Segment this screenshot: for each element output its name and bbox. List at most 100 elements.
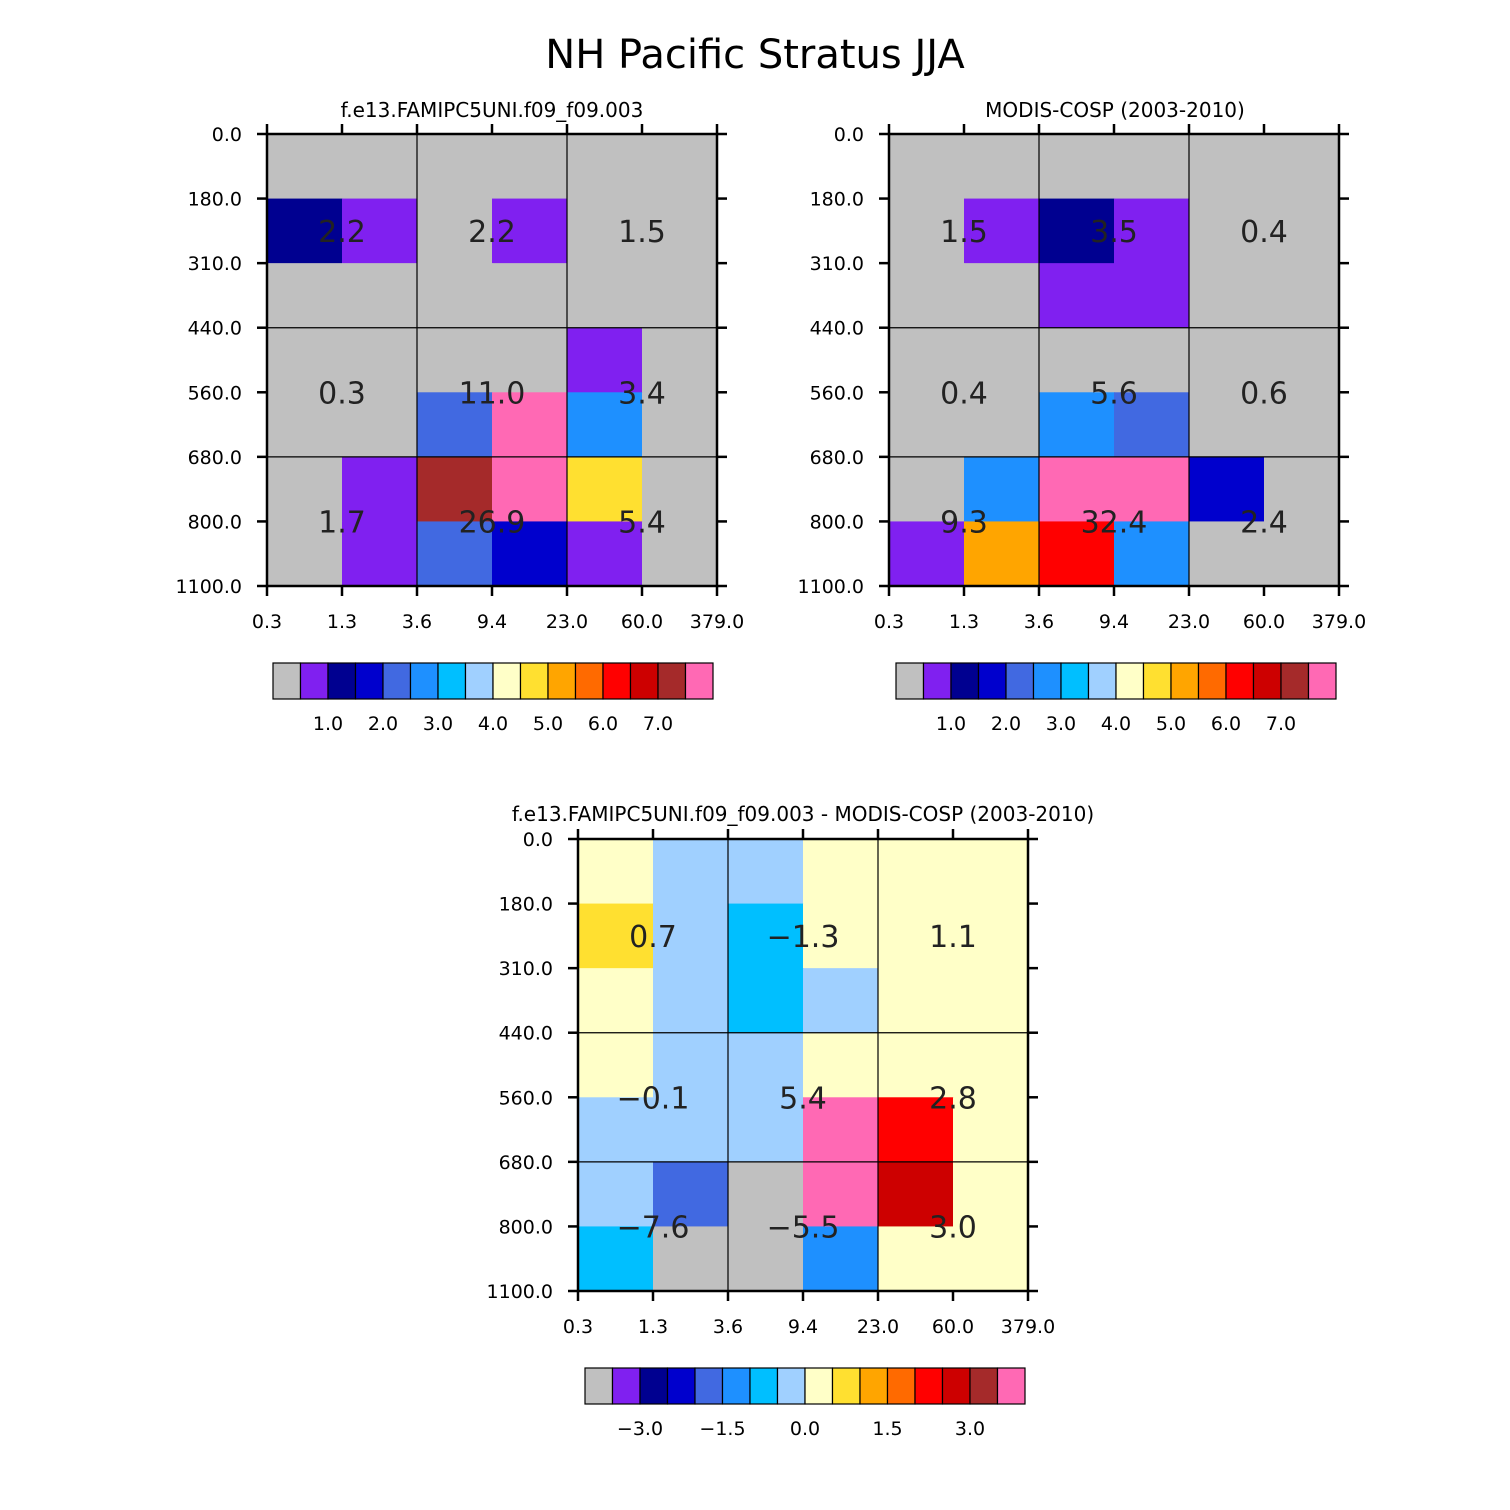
cell-r5-c5 [953, 1161, 1029, 1228]
box-value-r0-c0: 0.7 [629, 920, 677, 955]
cell-r0-c0 [578, 839, 654, 905]
colorbar-swatch-2 [639, 1367, 669, 1405]
colorbar-label-4: 5.0 [533, 713, 563, 735]
cell-r6-c3 [492, 521, 568, 587]
colorbar-swatch-11 [886, 1367, 916, 1405]
box-value-r2-c0: 1.7 [318, 505, 366, 540]
x-tick-label-1: 1.3 [949, 611, 979, 633]
cell-r6-c4 [878, 1226, 954, 1292]
cell-r5-c0 [578, 1161, 654, 1228]
colorbar-swatch-7 [776, 1367, 806, 1405]
x-tick-label-3: 9.4 [1099, 611, 1129, 633]
x-tick-label-6: 379.0 [1312, 611, 1366, 633]
cell-r6-c3 [1114, 521, 1190, 587]
x-tick-label-3: 9.4 [477, 611, 507, 633]
cell-r6-c2 [417, 521, 493, 587]
colorbar-swatch-15 [996, 1367, 1026, 1405]
colorbar-swatch-9 [831, 1367, 861, 1405]
colorbar-swatch-14 [657, 662, 687, 700]
colorbar-swatch-15 [684, 662, 714, 700]
cell-r6-c2 [1039, 521, 1115, 587]
x-tick-label-0: 0.3 [874, 611, 904, 633]
colorbar-swatch-9 [1142, 662, 1172, 700]
cell-r0-c5 [953, 839, 1029, 905]
box-value-r1-c2: 0.6 [1240, 376, 1288, 411]
cell-r0-c0 [889, 134, 965, 200]
colorbar-swatch-0 [895, 662, 925, 700]
y-tick-label-7: 1100.0 [798, 576, 864, 598]
cell-r4-c5 [1264, 392, 1340, 458]
colorbar-swatch-5 [721, 1367, 751, 1405]
cell-r3-c5 [1264, 327, 1340, 393]
colorbar-swatch-13 [941, 1367, 971, 1405]
colorbar-swatch-6 [437, 662, 467, 700]
cell-r4-c4 [567, 392, 643, 458]
colorbar-label-4: 5.0 [1156, 713, 1186, 735]
box-value-r0-c1: 2.2 [468, 215, 516, 250]
cell-r2-c0 [267, 263, 343, 329]
cell-r2-c5 [642, 263, 718, 329]
cell-r3-c3 [1114, 327, 1190, 393]
cell-r5-c2 [417, 456, 493, 523]
x-tick-label-0: 0.3 [252, 611, 282, 633]
cell-r2-c5 [1264, 263, 1340, 329]
colorbar-swatch-9 [519, 662, 549, 700]
x-tick-label-4: 23.0 [857, 1316, 899, 1338]
cell-r5-c4 [1189, 456, 1265, 523]
cell-r4-c5 [642, 392, 718, 458]
cell-r0-c3 [803, 839, 879, 905]
cell-r1-c2 [728, 903, 804, 969]
cell-r0-c1 [653, 839, 729, 905]
colorbar-swatch-12 [914, 1367, 944, 1405]
cell-r0-c2 [728, 839, 804, 905]
box-value-r1-c0: 0.4 [940, 376, 988, 411]
cell-r4-c4 [878, 1097, 954, 1163]
y-tick-label-5: 680.0 [499, 1152, 553, 1174]
cell-r5-c3 [803, 1161, 879, 1228]
colorbar-swatch-13 [629, 662, 659, 700]
colorbar-swatch-5 [409, 662, 439, 700]
colorbar-swatch-8 [1115, 662, 1145, 700]
y-tick-label-4: 560.0 [499, 1087, 553, 1109]
box-value-r2-c1: 26.9 [459, 505, 526, 540]
cell-r3-c5 [642, 327, 718, 393]
x-tick-label-6: 379.0 [690, 611, 744, 633]
cell-r3-c4 [1189, 327, 1265, 393]
colorbar-swatch-11 [1197, 662, 1227, 700]
colorbar-swatch-4 [382, 662, 412, 700]
colorbar-swatch-4 [694, 1367, 724, 1405]
cell-r6-c0 [578, 1226, 654, 1292]
cell-r3-c0 [267, 327, 343, 393]
cell-r6-c1 [342, 521, 418, 587]
colorbar-label-0: −3.0 [617, 1418, 663, 1440]
cell-r4-c2 [417, 392, 493, 458]
cell-r2-c1 [653, 968, 729, 1034]
colorbar-label-6: 7.0 [1266, 713, 1296, 735]
cell-r3-c3 [803, 1032, 879, 1098]
panel-diff: f.e13.FAMIPC5UNI.f09_f09.003 - MODIS-COS… [487, 802, 1095, 1440]
box-value-r2-c1: 32.4 [1081, 505, 1148, 540]
cell-r3-c2 [1039, 327, 1115, 393]
cell-r0-c3 [1114, 134, 1190, 200]
box-value-r2-c2: 2.4 [1240, 505, 1288, 540]
y-tick-label-5: 680.0 [810, 447, 864, 469]
panel-obs: MODIS-COSP (2003-2010) 1.5 3.5 0.4 0.4 5.6 0.… [798, 98, 1367, 735]
cell-r1-c5 [953, 903, 1029, 969]
panel-title-diff: f.e13.FAMIPC5UNI.f09_f09.003 - MODIS-COS… [512, 802, 1094, 826]
cell-r5-c5 [1264, 456, 1340, 523]
cell-r0-c1 [342, 134, 418, 200]
y-tick-label-6: 800.0 [499, 1216, 553, 1238]
cell-r0-c2 [1039, 134, 1115, 200]
cell-r1-c3 [1114, 198, 1190, 264]
cell-r0-c5 [642, 134, 718, 200]
cell-r2-c2 [417, 263, 493, 329]
box-value-r0-c2: 0.4 [1240, 215, 1288, 250]
cell-r5-c2 [728, 1161, 804, 1228]
colorbar-swatch-3 [354, 662, 384, 700]
y-tick-label-5: 680.0 [188, 447, 242, 469]
box-value-r0-c1: −1.3 [767, 920, 840, 955]
cell-r1-c5 [1264, 198, 1340, 264]
cell-r1-c3 [492, 198, 568, 264]
colorbar-label-5: 6.0 [588, 713, 618, 735]
cell-r6-c1 [653, 1226, 729, 1292]
